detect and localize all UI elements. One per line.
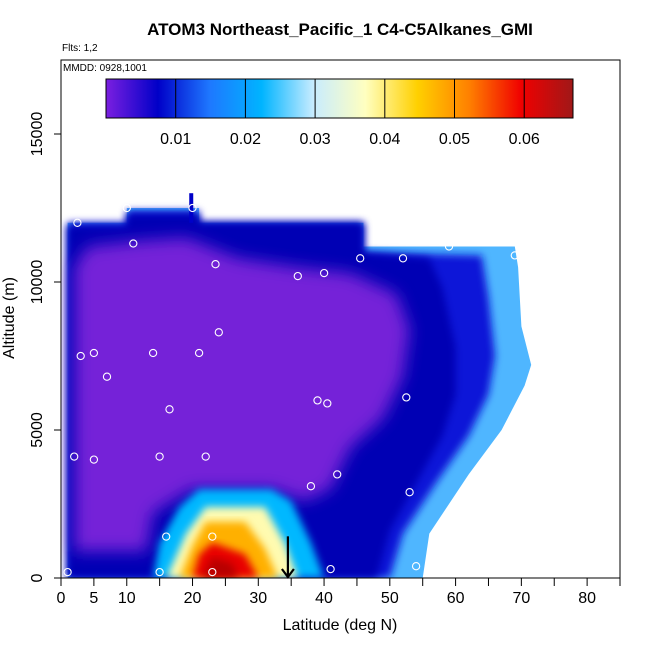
heatmap-region [202, 557, 239, 578]
observation-point [102, 372, 112, 381]
observation-point [188, 203, 197, 213]
observation-point [333, 470, 342, 479]
observation-point [319, 268, 329, 278]
y-tick-label: 15000 [29, 112, 46, 157]
x-tick-label: 70 [512, 590, 530, 607]
x-tick-label: 50 [381, 590, 399, 607]
colorbar-tick-label: 0.06 [509, 131, 540, 148]
observation-point [63, 567, 72, 577]
observation-point [313, 396, 322, 405]
observation-point [214, 328, 223, 337]
y-axis-label: Altitude (m) [1, 277, 18, 359]
observation-point [155, 567, 164, 577]
observation-point [129, 239, 138, 248]
observation-point [208, 532, 217, 541]
colorbar-tick-label: 0.05 [439, 131, 470, 148]
flights-note: Flts: 1,2 [62, 43, 98, 54]
observation-point [76, 351, 85, 361]
observation-point [211, 260, 220, 269]
colorbar-tick-label: 0.02 [230, 131, 261, 148]
observation-point [162, 532, 171, 541]
heatmap-region [189, 193, 194, 223]
observation-point [306, 482, 316, 491]
x-tick-label: 20 [184, 590, 202, 607]
y-tick-label: 0 [29, 573, 46, 582]
observation-points [63, 203, 519, 577]
x-tick-label: 40 [315, 590, 333, 607]
observation-point [201, 452, 210, 461]
colorbar-tick-label: 0.04 [369, 131, 400, 148]
heatmap-field [67, 193, 532, 578]
colorbar-ticks: 0.01 0.02 0.03 0.04 0.05 0.06 [160, 79, 540, 148]
x-tick-label: 30 [249, 590, 267, 607]
observation-point [208, 567, 217, 577]
x-tick-label: 0 [57, 590, 66, 607]
latitude-arrow-marker [281, 536, 295, 579]
observation-point [411, 562, 421, 571]
observation-point [89, 348, 99, 358]
heatmap-region [74, 237, 410, 552]
observation-point [356, 254, 365, 263]
observation-point [148, 348, 158, 358]
observation-point [155, 452, 164, 461]
observation-point [89, 455, 99, 464]
observation-point [165, 405, 174, 414]
observation-point [402, 393, 411, 402]
y-axis: 0 5000 10000 15000 [29, 112, 61, 582]
chart-title: ATOM3 Northeast_Pacific_1 C4-C5Alkanes_G… [147, 20, 533, 39]
observation-point [194, 348, 204, 358]
colorbar-tick-label: 0.01 [160, 131, 191, 148]
observation-point [73, 218, 82, 227]
observation-point [398, 254, 408, 263]
x-tick-label: 60 [447, 590, 465, 607]
observation-point [323, 399, 332, 408]
x-tick-label: 5 [89, 590, 98, 607]
observation-point [293, 271, 302, 281]
x-tick-label: 10 [118, 590, 136, 607]
observation-point [122, 203, 131, 213]
colorbar [105, 78, 574, 119]
x-axis-label: Latitude (deg N) [283, 617, 398, 634]
x-tick-label: 80 [578, 590, 596, 607]
colorbar-tick-label: 0.03 [300, 131, 331, 148]
observation-point [510, 251, 519, 260]
y-tick-label: 5000 [29, 412, 46, 448]
observation-point [444, 242, 454, 251]
arrow-head [281, 568, 295, 579]
observation-point [70, 452, 79, 461]
observation-point [405, 488, 414, 497]
x-axis: 0 5 10 20 30 40 50 60 70 80 [57, 577, 621, 607]
y-tick-label: 10000 [29, 260, 46, 305]
date-note: MMDD: 0928,1001 [63, 63, 147, 74]
observation-point [326, 564, 335, 574]
